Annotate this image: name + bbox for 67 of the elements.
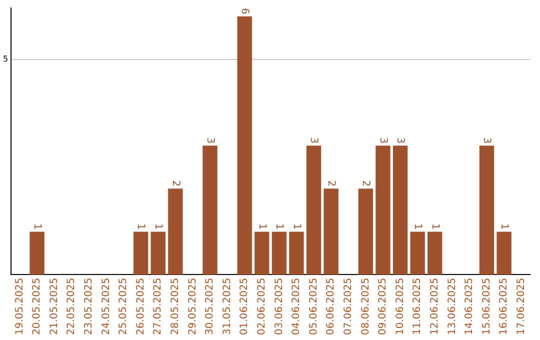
x-tick-label: 06.06.2025 [326,278,337,336]
x-tick-label: 05.06.2025 [308,278,320,336]
data-label: 1 [135,223,146,230]
x-tick-label: 14.06.2025 [464,278,476,336]
data-label: 1 [152,223,164,230]
x-tick-label: 20.05.2025 [32,278,43,336]
data-label: 1 [31,223,42,230]
x-tick-label: 28.05.2025 [170,278,182,336]
x-tick-label: 23.05.2025 [84,278,95,336]
x-tick-label: 09.06.2025 [378,278,389,336]
x-tick-label: 31.05.2025 [222,278,233,336]
data-label: 1 [274,223,285,230]
x-tick-label: 26.05.2025 [135,278,146,336]
x-tick-label: 25.05.2025 [118,278,130,336]
bar [392,146,408,275]
x-tick-label: 29.05.2025 [187,278,198,336]
bar [150,232,166,275]
bar [272,232,287,275]
data-label: 3 [204,137,216,144]
bar [324,188,338,275]
data-label: 1 [256,223,268,230]
x-tick-label: 27.05.2025 [152,278,164,336]
x-tick-label: 30.05.2025 [204,278,216,336]
bar [376,146,390,275]
data-label: 3 [377,137,388,144]
data-label: 3 [308,137,320,144]
y-tick-label: 5 [2,54,8,64]
bar [410,232,425,275]
x-tick-label: 01.06.2025 [239,278,250,336]
data-label: 2 [170,180,181,187]
x-tick-label: 17.06.2025 [516,278,527,336]
bar [237,16,252,275]
data-label: 1 [290,223,302,230]
bar [358,188,374,275]
x-tick-label: 03.06.2025 [274,278,285,336]
bar [168,188,183,275]
x-tick-label: 10.06.2025 [394,278,406,336]
data-label: 1 [412,223,423,230]
x-tick-label: 04.06.2025 [291,278,302,336]
bar [133,232,148,275]
x-tick-label: 21.05.2025 [48,278,60,336]
x-tick-label: 15.06.2025 [481,278,492,336]
x-tick-label: 07.06.2025 [342,278,354,336]
data-label: 1 [498,223,510,230]
x-tick-label: 08.06.2025 [360,278,372,336]
data-label: 3 [394,137,406,144]
x-tick-label: 13.06.2025 [446,278,458,336]
x-tick-label: 02.06.2025 [256,278,268,336]
bar [289,232,304,275]
x-tick-label: 24.05.2025 [100,278,112,336]
data-label: 2 [325,180,336,187]
x-tick-label: 11.06.2025 [412,278,424,336]
x-tick-label: 22.05.2025 [66,278,78,336]
bar [30,232,44,275]
x-tick-label: 19.05.2025 [14,278,26,336]
bar [479,146,494,275]
bar [306,146,322,275]
bar [254,232,270,275]
bar [202,146,218,275]
bar [496,232,512,275]
data-label: 1 [429,223,440,230]
data-label: 3 [481,137,492,144]
data-label: 6 [239,8,250,14]
bar [428,232,442,275]
x-tick-label: 16.06.2025 [498,278,510,336]
x-tick-label: 12.06.2025 [429,278,440,336]
data-label: 2 [360,180,372,187]
